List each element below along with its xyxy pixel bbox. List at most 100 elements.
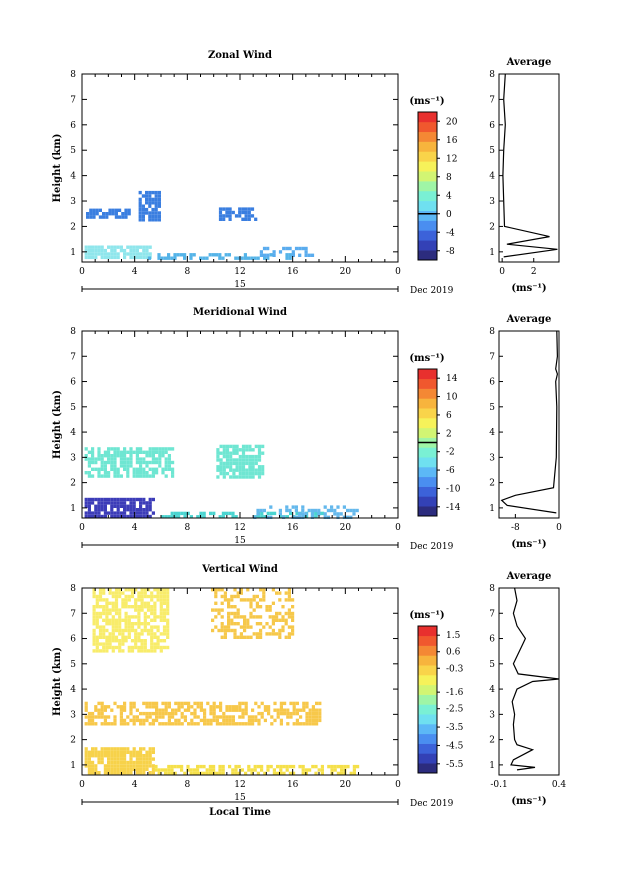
data-cell	[102, 212, 106, 216]
data-cell	[98, 635, 103, 639]
data-cell	[145, 508, 149, 512]
data-cell	[256, 508, 260, 513]
colorbar-swatch	[418, 655, 437, 666]
data-cell	[142, 771, 146, 775]
data-cell	[299, 708, 303, 712]
data-cell	[156, 645, 160, 650]
data-cell	[251, 468, 255, 472]
data-cell	[127, 645, 131, 650]
data-cell	[148, 190, 152, 195]
data-cell	[225, 471, 230, 476]
data-cell	[311, 705, 315, 709]
data-cell	[167, 718, 171, 723]
data-cell	[263, 705, 267, 709]
data-cell	[87, 501, 91, 505]
data-cell	[129, 767, 133, 771]
data-cell	[111, 608, 115, 612]
data-cell	[103, 460, 107, 465]
data-cell	[333, 512, 337, 516]
data-cell	[162, 639, 167, 643]
data-cell	[189, 256, 193, 260]
data-cell	[91, 460, 95, 465]
data-cell	[139, 771, 143, 775]
data-cell	[317, 768, 321, 772]
data-cell	[315, 718, 319, 723]
data-cell	[114, 208, 118, 212]
chart-title: Vertical Wind	[201, 564, 278, 575]
data-cell	[246, 588, 250, 592]
data-cell	[294, 508, 298, 513]
x-tick-label: 16	[287, 267, 299, 277]
data-cell	[235, 722, 239, 726]
data-cell	[84, 454, 88, 458]
data-cell	[266, 253, 270, 257]
data-cell	[158, 722, 162, 726]
colorbar-swatch	[418, 200, 437, 211]
data-cell	[166, 635, 170, 639]
data-cell	[124, 618, 128, 622]
data-cell	[150, 635, 154, 639]
data-cell	[114, 618, 119, 622]
data-cell	[163, 256, 167, 260]
data-cell	[216, 451, 220, 455]
data-cell	[238, 471, 242, 476]
data-cell	[308, 722, 312, 726]
data-cell	[148, 514, 152, 519]
data-cell	[167, 447, 171, 451]
data-cell	[227, 625, 231, 629]
data-cell	[305, 715, 309, 719]
data-cell	[255, 601, 259, 605]
data-cell	[225, 708, 229, 712]
data-cell	[108, 591, 112, 595]
data-cell	[108, 611, 112, 616]
data-cell	[287, 608, 291, 612]
data-cell	[123, 757, 127, 761]
data-cell	[279, 718, 283, 723]
data-cell	[220, 628, 224, 633]
data-cell	[124, 215, 128, 219]
data-cell	[148, 450, 152, 454]
data-cell	[166, 645, 170, 650]
data-cell	[249, 625, 253, 629]
data-cell	[139, 252, 143, 256]
data-cell	[123, 705, 127, 709]
data-cell	[278, 598, 282, 602]
data-cell	[151, 450, 155, 454]
data-cell	[227, 253, 231, 257]
data-cell	[323, 515, 327, 519]
data-cell	[87, 460, 91, 465]
data-cell	[97, 504, 101, 508]
data-cell	[114, 601, 119, 605]
data-cell	[123, 460, 127, 465]
data-cell	[121, 649, 125, 653]
data-cell	[142, 508, 146, 512]
data-cell	[231, 722, 235, 726]
data-cell	[151, 750, 155, 754]
data-cell	[164, 467, 168, 471]
data-cell	[305, 705, 309, 709]
data-cell	[113, 757, 117, 761]
data-cell	[301, 505, 305, 509]
data-cell	[237, 771, 241, 776]
data-cell	[119, 718, 123, 723]
x-tick-label: 20	[340, 523, 352, 533]
data-cell	[271, 615, 275, 619]
data-cell	[164, 460, 168, 465]
data-cell	[281, 605, 285, 609]
data-cell	[256, 771, 260, 776]
data-cell	[145, 471, 149, 475]
data-cell	[111, 212, 115, 216]
average-y-tick-label: 1	[489, 761, 495, 771]
data-cell	[238, 210, 242, 215]
data-cell	[216, 458, 220, 462]
data-cell	[110, 255, 114, 260]
data-cell	[209, 722, 213, 726]
data-cell	[164, 474, 168, 478]
data-cell	[298, 246, 302, 251]
data-cell	[236, 591, 240, 595]
data-cell	[192, 768, 196, 772]
data-cell	[272, 768, 276, 772]
data-cell	[140, 622, 144, 626]
data-cell	[257, 454, 262, 459]
